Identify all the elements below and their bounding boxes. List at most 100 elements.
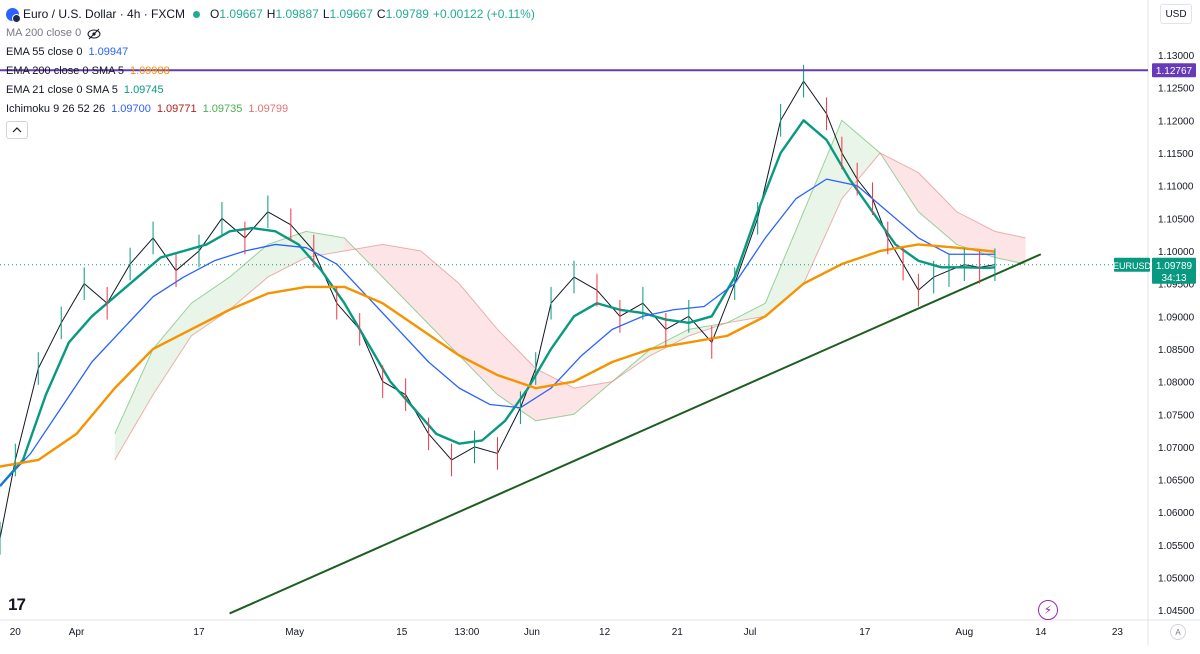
ichimoku-cloud-segment [153,303,192,395]
price-label: 1.12767 [1156,66,1193,77]
y-tick-label: 1.13000 [1158,51,1195,62]
indicator-value: 1.09988 [130,65,170,77]
ichimoku-cloud-segment [803,120,842,284]
x-tick-label: 21 [672,627,684,638]
series-line-trendline [229,253,1042,615]
x-tick-label: 13:00 [454,627,479,638]
auto-scale-button[interactable]: A [1170,624,1186,640]
ichimoku-cloud-segment [497,329,536,421]
x-tick-label: Jun [524,627,540,638]
ichimoku-cloud-segment [191,277,230,336]
price-label-box [1152,257,1196,284]
indicator-value: 1.09947 [88,46,129,58]
ichimoku-cloud-segment [114,348,154,460]
x-tick-label: Apr [69,627,85,638]
y-tick-label: 1.06500 [1158,476,1195,487]
collapse-legend-button[interactable] [6,121,28,139]
ichimoku-cloud-segment [459,283,498,395]
ichimoku-cloud-segment [382,244,421,317]
indicator-row[interactable]: MA 200 close 0 [6,24,539,43]
indicator-label: EMA 21 close 0 SMA 5 [6,84,118,96]
x-tick-label: 17 [193,627,205,638]
symbol-row[interactable]: Euro / U.S. Dollar · 4h · FXCM O1.09667 H… [6,4,539,24]
y-tick-label: 1.06000 [1158,508,1195,519]
ohlc-key-c: C [376,6,386,21]
lightning-icon[interactable]: ⚡ [1038,600,1058,620]
change-value: +0.00122 (+0.11%) [432,6,535,21]
x-tick-label: 23 [1112,627,1124,638]
y-tick-label: 1.07500 [1158,410,1195,421]
indicator-value: 1.09771 [156,103,197,115]
x-tick-label: Aug [955,627,973,638]
y-tick-label: 1.08000 [1158,378,1195,389]
indicator-value: 1.09745 [123,84,164,96]
ichimoku-cloud-segment [765,211,804,317]
x-tick-label: 12 [599,627,611,638]
y-tick-label: 1.10500 [1158,214,1195,225]
ohlc-key-h: H [266,6,276,21]
symbol-title[interactable]: Euro / U.S. Dollar · 4h · FXCM [23,6,186,21]
y-tick-label: 1.07000 [1158,443,1195,454]
ichimoku-span-b [114,152,1026,461]
indicator-value: 1.09700 [111,103,151,115]
indicator-row[interactable]: EMA 21 close 0 SMA 5 1.09745 [6,81,539,100]
symbol-tag-label: EURUSD [1113,261,1152,271]
chart-legend: Euro / U.S. Dollar · 4h · FXCM O1.09667 H… [6,4,539,139]
indicator-value: 1.09799 [248,103,289,115]
y-tick-label: 1.05000 [1158,574,1195,585]
indicator-row[interactable]: Ichimoku 9 26 52 26 1.09700 1.09771 1.09735… [6,100,539,119]
y-tick-label: 1.09000 [1158,312,1195,323]
indicator-label: EMA 55 close 0 [6,46,83,58]
y-tick-label: 1.11000 [1158,182,1194,193]
eye-hidden-icon[interactable] [87,28,101,40]
ohlc-value-c: 1.09789 [385,6,429,21]
indicator-row[interactable]: EMA 55 close 0 1.09947 [6,43,539,62]
symbol-tag-box [1114,257,1150,272]
x-tick-label: Jul [744,627,757,638]
chevron-up-icon [12,127,22,133]
market-open-icon [193,10,201,18]
ohlc-values: O1.09667 H1.09887 L1.09667 C1.09789 [210,5,433,24]
tradingview-logo[interactable]: 17 [8,595,26,614]
ohlc-value-l: 1.09667 [329,6,373,21]
ohlc-key-l: L [322,6,330,21]
x-tick-label: 20 [10,627,22,638]
y-tick-label: 1.12000 [1158,116,1195,127]
currency-button[interactable]: USD [1160,4,1192,24]
series-line-ema-200 [0,243,996,468]
x-tick-label: 14 [1035,627,1047,638]
y-tick-label: 1.04500 [1158,606,1195,617]
price-label: 1.09789 [1156,261,1193,272]
y-tick-label: 1.08500 [1158,345,1195,356]
ichimoku-cloud-segment [918,172,957,245]
y-tick-label: 1.05500 [1158,541,1195,552]
ichimoku-cloud-segment [420,250,460,356]
x-tick-label: 17 [859,627,871,638]
indicator-label: MA 200 close 0 [6,27,82,39]
price-label-box [1152,63,1196,78]
x-tick-label: May [285,627,304,638]
series-line-ema-55 [0,178,995,487]
indicator-label: EMA 200 close 0 SMA 5 [6,65,125,77]
ohlc-key-o: O [210,6,220,21]
ichimoku-cloud-segment [994,231,1026,265]
ohlc-value-o: 1.09667 [219,6,263,21]
indicator-value: 1.09735 [202,103,243,115]
indicator-row[interactable]: EMA 200 close 0 SMA 5 1.09988 [6,62,539,81]
ichimoku-cloud-segment [229,244,268,310]
y-tick-label: 1.11500 [1158,149,1194,160]
indicator-label: Ichimoku 9 26 52 26 [6,103,106,115]
ichimoku-cloud-segment [535,368,574,421]
ohlc-value-h: 1.09887 [275,6,319,21]
y-tick-label: 1.09500 [1158,280,1195,291]
ichimoku-cloud-segment [306,231,345,258]
ichimoku-cloud-segment [841,120,881,199]
y-tick-label: 1.10000 [1158,247,1195,258]
countdown-label: 34:13 [1161,273,1186,284]
y-tick-label: 1.12500 [1158,84,1195,95]
x-tick-label: 15 [396,627,408,638]
symbol-flag-icon [6,7,21,23]
ichimoku-cloud-segment [956,211,995,258]
ichimoku-cloud-segment [650,329,689,356]
